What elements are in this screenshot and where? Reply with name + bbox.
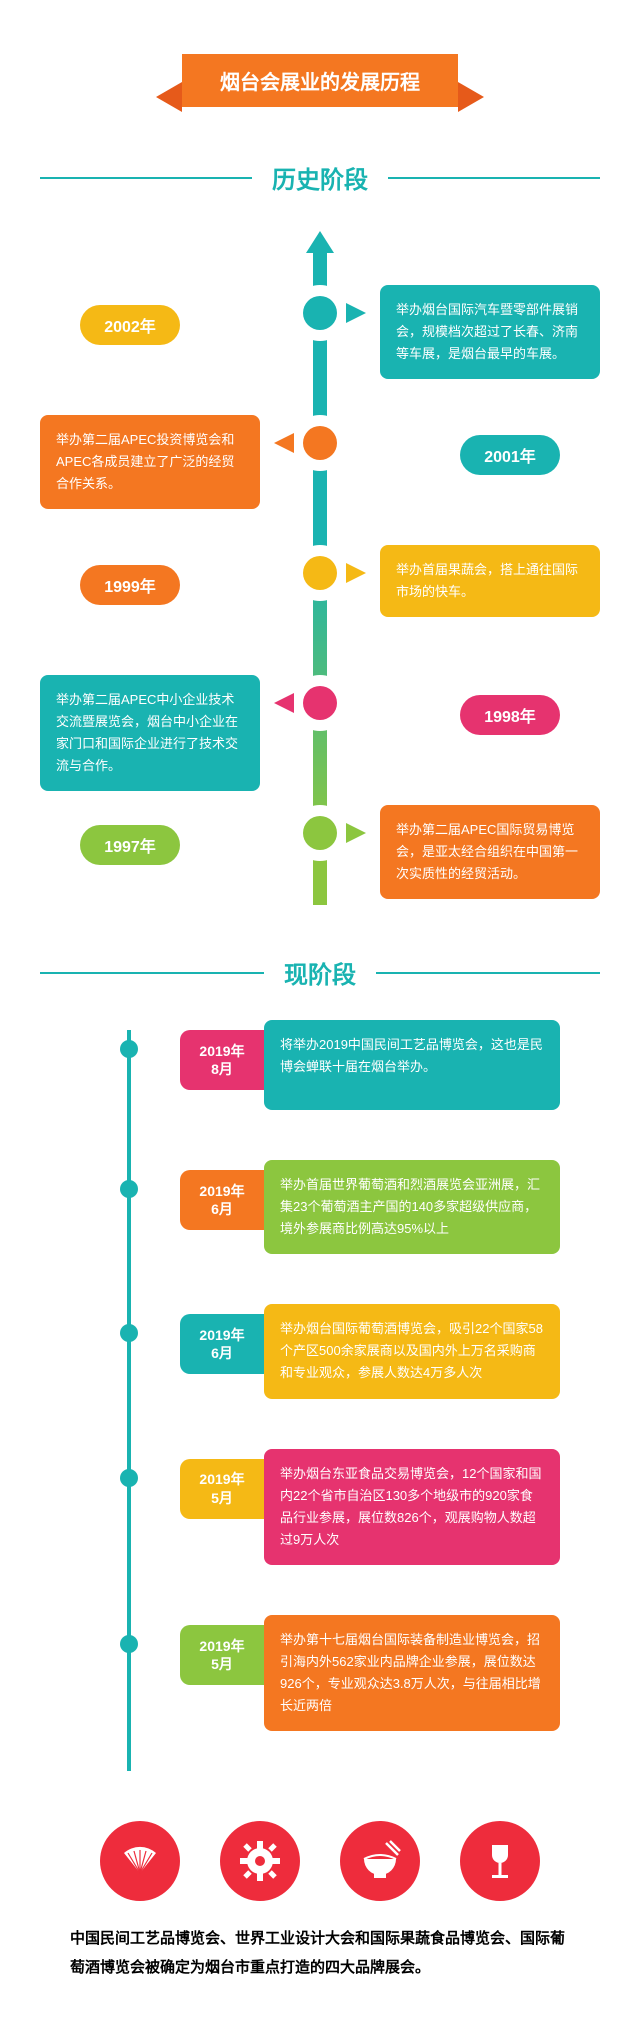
history-timeline: 2002年 举办烟台国际汽车暨零部件展销会，规模档次超过了长春、济南等车展，是烟台… — [40, 225, 600, 925]
section-header-history: 历史阶段 — [40, 160, 600, 195]
current-desc: 举办第十七届烟台国际装备制造业博览会，招引海内外562家业内品牌企业参展，展位数… — [264, 1615, 560, 1731]
timeline-marker — [292, 545, 348, 601]
current-item: 2019年5月举办第十七届烟台国际装备制造业博览会，招引海内外562家业内品牌企… — [120, 1615, 560, 1781]
wine-icon — [460, 1821, 540, 1901]
history-desc: 举办首届果蔬会，搭上通往国际市场的快车。 — [380, 545, 600, 617]
current-timeline: 2019年8月将举办2019中国民间工艺品博览会，这也是民博会蝉联十届在烟台举办… — [120, 1020, 560, 1781]
rule-left — [40, 177, 252, 179]
timeline-marker — [292, 415, 348, 471]
current-item: 2019年5月举办烟台东亚食品交易博览会，12个国家和国内22个省市自治区130… — [120, 1449, 560, 1615]
timeline-marker — [292, 285, 348, 341]
timeline-dot — [120, 1635, 138, 1653]
timeline-dot — [120, 1324, 138, 1342]
rule-right — [376, 972, 600, 974]
date-badge: 2019年8月 — [180, 1030, 264, 1090]
current-item: 2019年6月举办首届世界葡萄酒和烈酒展览会亚洲展，汇集23个葡萄酒主产国的14… — [120, 1160, 560, 1304]
history-desc: 举办第二届APEC中小企业技术交流暨展览会，烟台中小企业在家门口和国际企业进行了… — [40, 675, 260, 791]
date-badge: 2019年5月 — [180, 1625, 264, 1685]
fan-icon — [100, 1821, 180, 1901]
date-badge: 2019年5月 — [180, 1459, 264, 1519]
current-desc: 举办首届世界葡萄酒和烈酒展览会亚洲展，汇集23个葡萄酒主产国的140多家超级供应… — [264, 1160, 560, 1254]
year-pill: 2002年 — [80, 305, 180, 345]
timeline-dot — [120, 1040, 138, 1058]
timeline-dot — [120, 1469, 138, 1487]
current-block: 2019年6月举办烟台国际葡萄酒博览会，吸引22个国家58个产区500余家展商以… — [180, 1304, 560, 1398]
year-pill: 1997年 — [80, 825, 180, 865]
timeline-marker — [292, 675, 348, 731]
current-block: 2019年8月将举办2019中国民间工艺品博览会，这也是民博会蝉联十届在烟台举办… — [180, 1020, 560, 1110]
banner-ribbon-right — [458, 82, 484, 112]
date-badge: 2019年6月 — [180, 1314, 264, 1374]
history-desc: 举办第二届APEC投资博览会和APEC各成员建立了广泛的经贸合作关系。 — [40, 415, 260, 509]
section-title-history: 历史阶段 — [252, 160, 388, 195]
section-header-current: 现阶段 — [40, 955, 600, 990]
current-block: 2019年5月举办烟台东亚食品交易博览会，12个国家和国内22个省市自治区130… — [180, 1449, 560, 1565]
timeline-dot — [120, 1180, 138, 1198]
gear-icon — [220, 1821, 300, 1901]
current-desc: 举办烟台国际葡萄酒博览会，吸引22个国家58个产区500余家展商以及国内外上万名… — [264, 1304, 560, 1398]
rule-right — [388, 177, 600, 179]
page-banner: 烟台会展业的发展历程 — [0, 30, 640, 130]
current-item: 2019年6月举办烟台国际葡萄酒博览会，吸引22个国家58个产区500余家展商以… — [120, 1304, 560, 1448]
history-desc: 举办第二届APEC国际贸易博览会，是亚太经合组织在中国第一次实质性的经贸活动。 — [380, 805, 600, 899]
current-item: 2019年8月将举办2019中国民间工艺品博览会，这也是民博会蝉联十届在烟台举办… — [120, 1020, 560, 1160]
year-pill: 2001年 — [460, 435, 560, 475]
section-title-current: 现阶段 — [264, 955, 376, 990]
bowl-icon — [340, 1821, 420, 1901]
footer-text: 中国民间工艺品博览会、世界工业设计大会和国际果蔬食品博览会、国际葡萄酒博览会被确… — [70, 1925, 570, 1982]
current-desc: 将举办2019中国民间工艺品博览会，这也是民博会蝉联十届在烟台举办。 — [264, 1020, 560, 1110]
timeline-marker — [292, 805, 348, 861]
year-pill: 1999年 — [80, 565, 180, 605]
current-block: 2019年5月举办第十七届烟台国际装备制造业博览会，招引海内外562家业内品牌企… — [180, 1615, 560, 1731]
year-pill: 1998年 — [460, 695, 560, 735]
date-badge: 2019年6月 — [180, 1170, 264, 1230]
banner-title: 烟台会展业的发展历程 — [182, 54, 458, 107]
current-block: 2019年6月举办首届世界葡萄酒和烈酒展览会亚洲展，汇集23个葡萄酒主产国的14… — [180, 1160, 560, 1254]
history-desc: 举办烟台国际汽车暨零部件展销会，规模档次超过了长春、济南等车展，是烟台最早的车展… — [380, 285, 600, 379]
banner-ribbon-left — [156, 82, 182, 112]
current-desc: 举办烟台东亚食品交易博览会，12个国家和国内22个省市自治区130多个地级市的9… — [264, 1449, 560, 1565]
footer-icon-row — [0, 1821, 640, 1901]
rule-left — [40, 972, 264, 974]
